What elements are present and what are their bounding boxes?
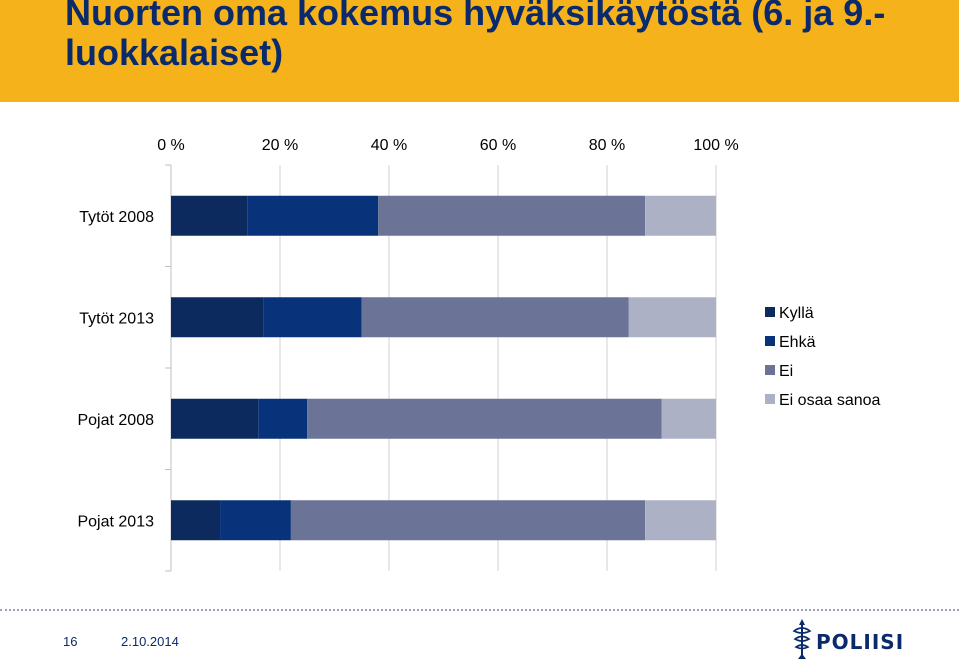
legend-label: Ehkä [779, 334, 816, 351]
logo-text: POLIISI [816, 630, 905, 654]
category-label: Pojat 2008 [77, 412, 154, 429]
x-tick-label: 60 % [480, 137, 516, 154]
footer-divider [0, 609, 959, 611]
bar-segment-ehkä [247, 195, 379, 236]
x-tick-label: 100 % [693, 137, 738, 154]
bar-segment-kyllä [171, 500, 221, 541]
legend-swatch [765, 336, 775, 346]
legend-swatch [765, 307, 775, 317]
bar-segment-ei-osaa-sanoa [645, 500, 716, 541]
bar-segment-kyllä [171, 398, 259, 439]
x-tick-label: 0 % [157, 137, 185, 154]
bar-segment-ei [307, 398, 662, 439]
bar-segment-ei-osaa-sanoa [661, 398, 716, 439]
bar-segment-kyllä [171, 297, 264, 338]
title-bar: Nuorten oma kokemus hyväksikäytöstä (6. … [0, 0, 959, 102]
legend-swatch [765, 394, 775, 404]
footer-date: 2.10.2014 [121, 634, 179, 649]
bar-segment-ei [361, 297, 629, 338]
poliisi-emblem-icon [792, 619, 812, 659]
category-label: Tytöt 2008 [79, 209, 154, 226]
legend-label: Kyllä [779, 305, 814, 322]
bar-segment-ei [378, 195, 646, 236]
bar-segment-ei-osaa-sanoa [628, 297, 716, 338]
page-number: 16 [63, 634, 78, 649]
legend-label: Ei osaa sanoa [779, 392, 881, 409]
category-label: Pojat 2013 [77, 513, 154, 530]
legend-label: Ei [779, 363, 793, 380]
x-tick-label: 20 % [262, 137, 298, 154]
bar-segment-ei [290, 500, 646, 541]
category-label: Tytöt 2013 [79, 310, 154, 327]
x-tick-label: 80 % [589, 137, 625, 154]
poliisi-logo: POLIISI [790, 617, 903, 661]
bar-segment-ehkä [258, 398, 308, 439]
bar-segment-ehkä [263, 297, 362, 338]
page-title: Nuorten oma kokemus hyväksikäytöstä (6. … [65, 0, 886, 73]
bar-segment-ei-osaa-sanoa [645, 195, 716, 236]
bar-segment-kyllä [171, 195, 248, 236]
bar-segment-ehkä [220, 500, 291, 541]
x-tick-label: 40 % [371, 137, 407, 154]
stacked-bar-chart: 0 % 20 % 40 % 60 % 80 % 100 % Tytöt 2008 Tytöt … [77, 137, 881, 572]
legend-swatch [765, 365, 775, 375]
